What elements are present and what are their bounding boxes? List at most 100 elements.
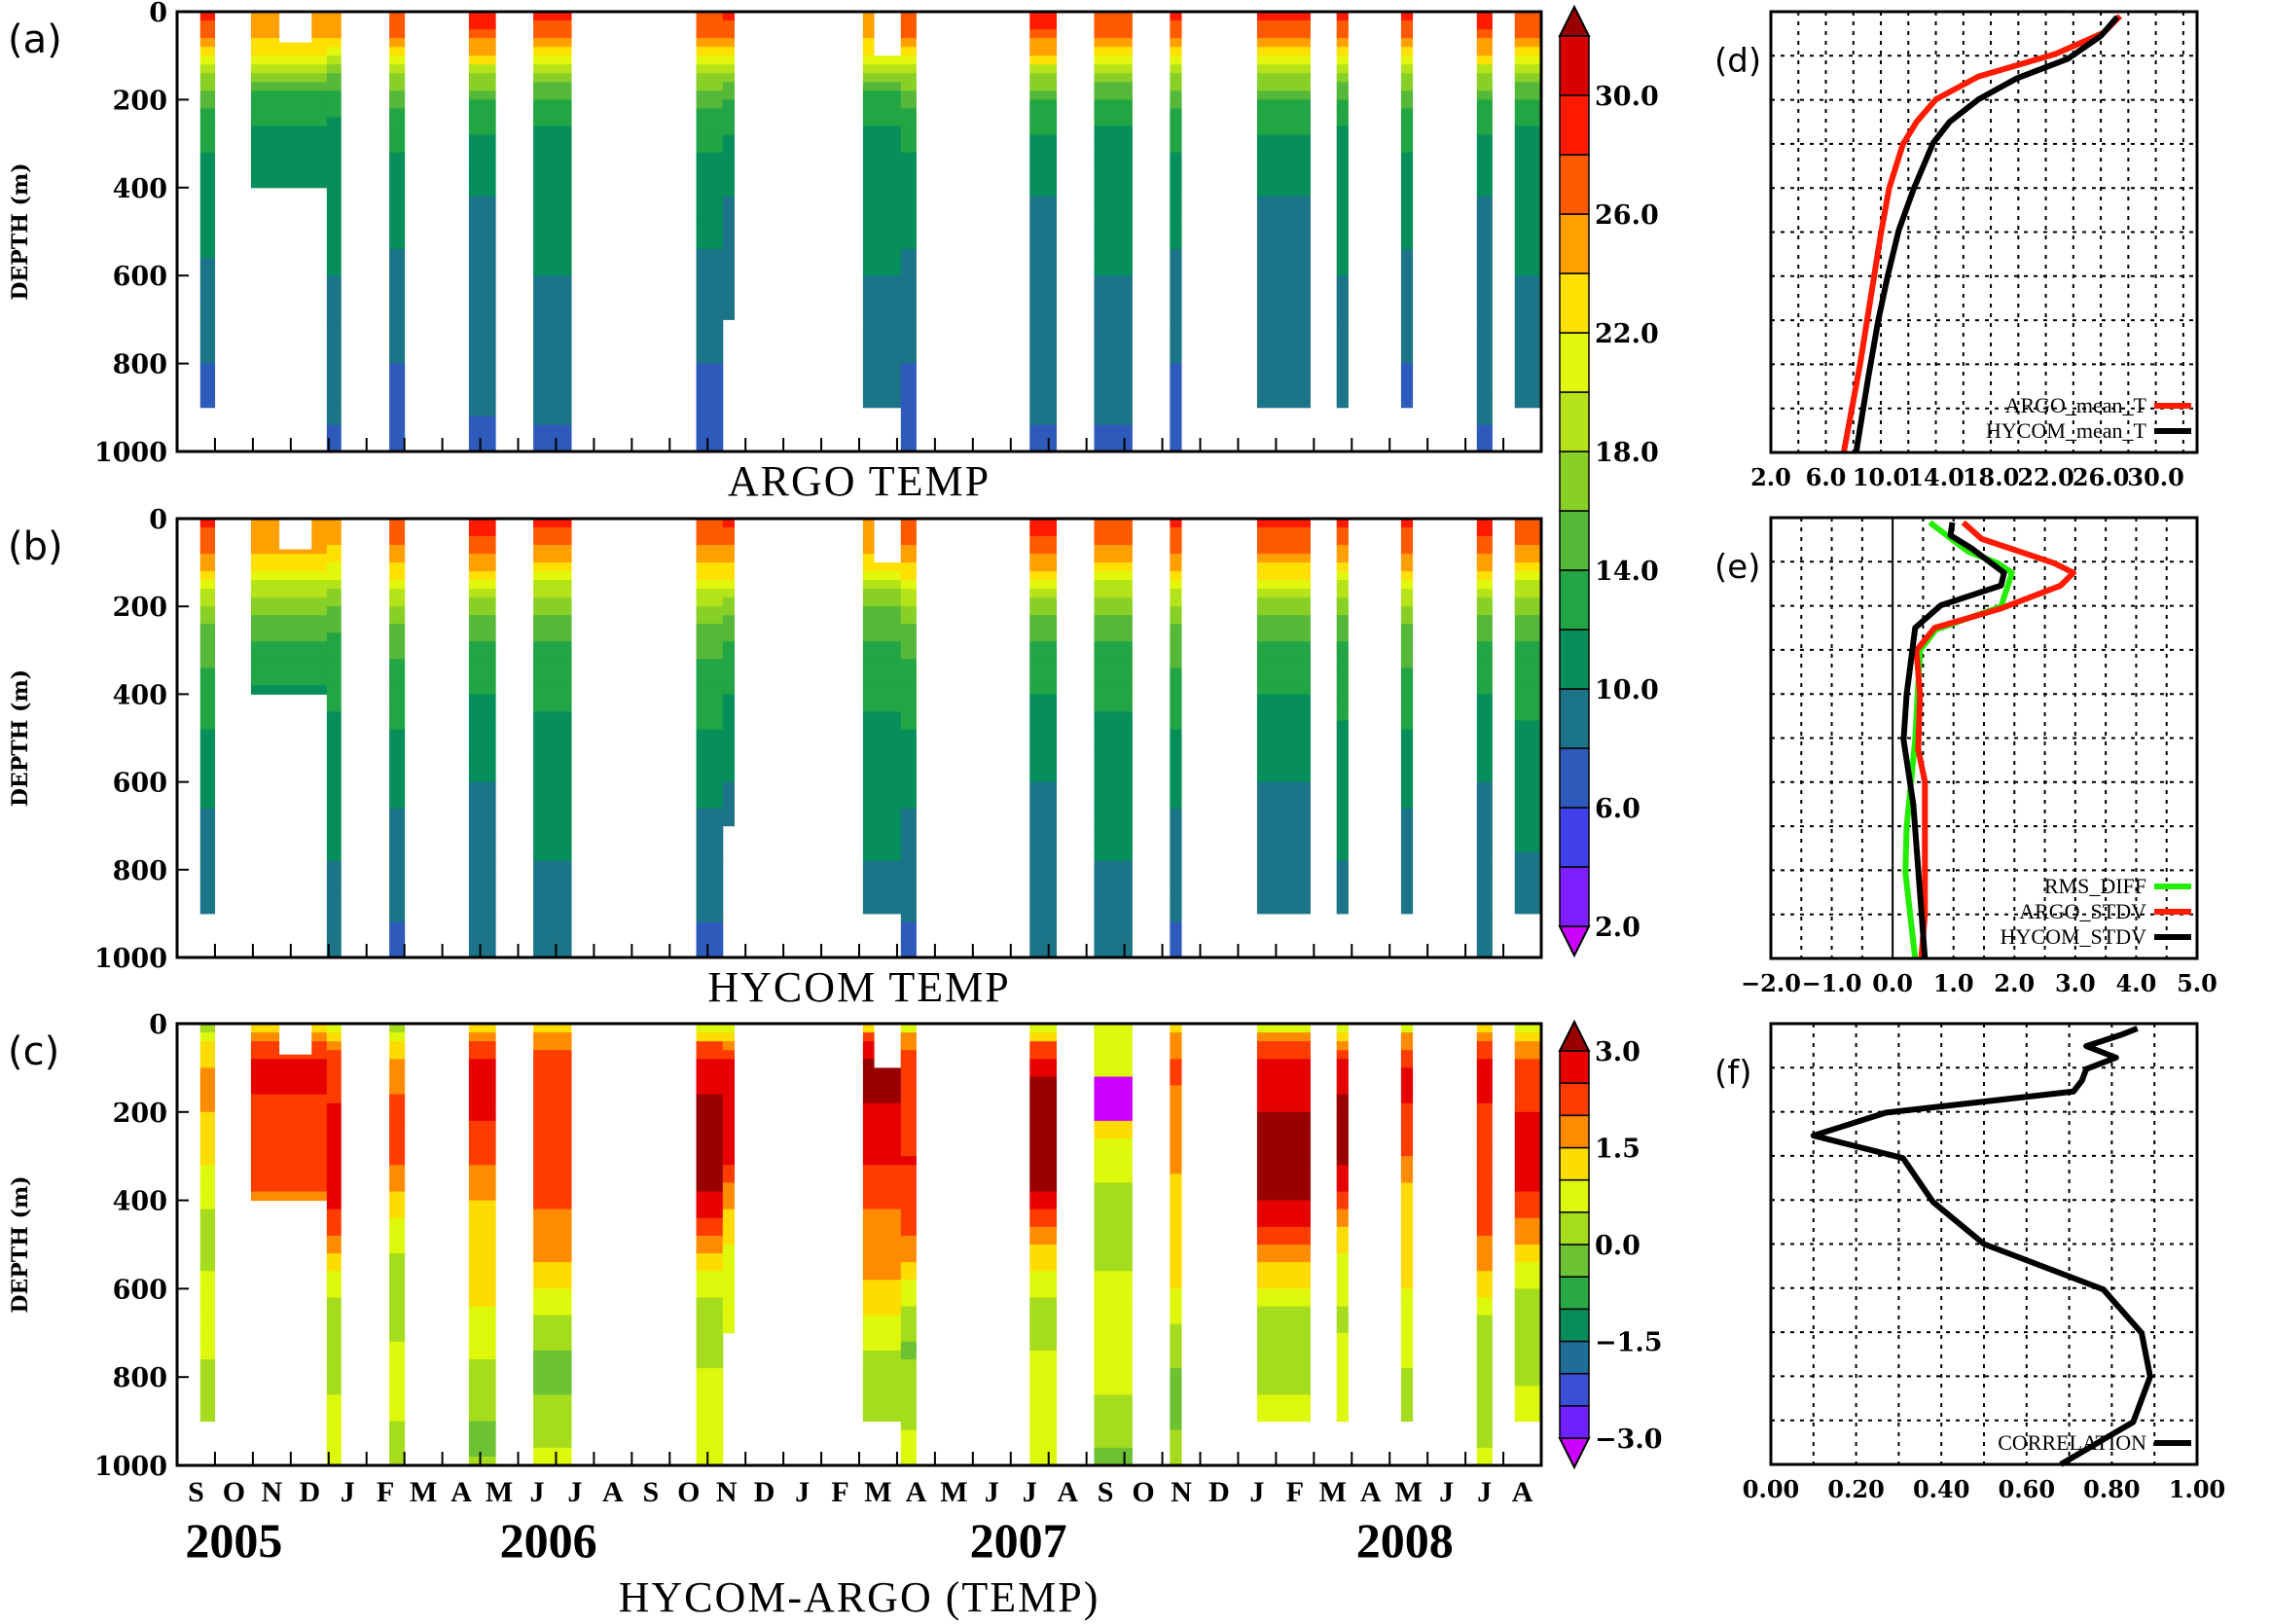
contour-cell — [533, 55, 572, 65]
contour-cell — [1094, 624, 1133, 633]
contour-cell — [533, 781, 572, 792]
contour-cell — [696, 267, 724, 276]
contour-cell — [1029, 1120, 1058, 1131]
contour-cell — [722, 799, 735, 810]
contour-cell — [468, 319, 496, 329]
contour-cell — [1476, 773, 1493, 783]
contour-cell — [696, 345, 724, 356]
contour-cell — [1029, 597, 1058, 607]
contour-cell — [900, 213, 917, 224]
contour-cell — [533, 240, 572, 250]
contour-cell — [533, 433, 572, 444]
contour-cell — [1170, 1253, 1182, 1263]
contour-cell — [468, 878, 496, 888]
contour-cell — [468, 161, 496, 171]
profile-column — [199, 519, 216, 915]
contour-cell — [1256, 650, 1311, 660]
contour-cell — [1400, 310, 1414, 320]
contour-cell — [1514, 1067, 1542, 1077]
contour-cell — [389, 939, 406, 950]
contour-cell — [696, 1456, 724, 1466]
contour-cell — [1170, 1059, 1182, 1068]
contour-cell — [468, 1323, 496, 1334]
contour-cell — [1256, 354, 1311, 365]
contour-cell — [1170, 580, 1182, 590]
contour-cell — [199, 284, 216, 294]
contour-cell — [1029, 143, 1058, 154]
contour-cell — [1029, 1182, 1058, 1193]
contour-cell — [326, 1341, 342, 1352]
contour-cell — [389, 232, 406, 241]
contour-cell — [696, 1138, 724, 1148]
contour-cell — [468, 169, 496, 180]
contour-cell — [326, 685, 342, 695]
contour-cell — [468, 267, 496, 276]
contour-cell — [862, 240, 902, 250]
contour-cell — [862, 161, 902, 171]
contour-cell — [696, 328, 724, 338]
contour-cell — [199, 1288, 216, 1298]
contour-cell — [250, 64, 328, 74]
profile-column — [533, 1024, 572, 1466]
contour-cell — [1400, 1377, 1414, 1387]
contour-cell — [1094, 536, 1133, 546]
profile-column — [1256, 12, 1311, 409]
contour-cell — [1514, 650, 1542, 660]
contour-cell — [326, 746, 342, 757]
contour-cell — [900, 746, 917, 757]
contour-cell — [533, 1059, 572, 1068]
contour-cell — [389, 703, 406, 712]
contour-cell — [696, 720, 724, 730]
contour-cell — [326, 310, 342, 320]
contour-cell — [1094, 328, 1133, 338]
contour-cell — [1170, 536, 1182, 546]
contour-cell — [1256, 825, 1311, 836]
contour-cell — [468, 1253, 496, 1263]
contour-cell — [1476, 711, 1493, 721]
contour-cell — [533, 1191, 572, 1202]
contour-cell — [1336, 284, 1349, 294]
contour-cell — [1336, 1341, 1349, 1352]
contour-cell — [199, 773, 216, 783]
contour-cell — [1256, 545, 1311, 555]
contour-cell — [389, 930, 406, 941]
contour-cell — [1514, 676, 1542, 686]
contour-cell — [862, 1350, 902, 1360]
contour-cell — [722, 47, 735, 56]
contour-cell — [1094, 1403, 1133, 1414]
contour-cell — [1336, 580, 1349, 590]
contour-cell — [696, 694, 724, 704]
contour-cell — [1336, 1235, 1349, 1245]
contour-cell — [862, 632, 902, 642]
contour-cell — [1400, 1288, 1414, 1298]
contour-cell — [199, 1209, 216, 1219]
contour-cell — [326, 571, 342, 581]
contour-cell — [533, 562, 572, 572]
contour-cell — [1476, 55, 1493, 65]
contour-cell — [722, 310, 735, 320]
contour-cell — [1256, 389, 1311, 400]
contour-cell — [468, 108, 496, 118]
contour-cell — [389, 363, 406, 374]
contour-cell — [1400, 659, 1414, 668]
contour-cell — [389, 615, 406, 625]
contour-cell — [1170, 764, 1182, 775]
contour-cell — [533, 407, 572, 417]
contour-cell — [696, 1191, 724, 1202]
contour-cell — [1256, 1412, 1311, 1423]
month-label: M — [1395, 1476, 1423, 1508]
contour-cell — [1094, 1173, 1133, 1183]
month-label: J — [529, 1476, 544, 1508]
contour-cell — [696, 554, 724, 563]
x-tick-label: 30.0 — [2127, 463, 2183, 491]
contour-cell — [389, 843, 406, 853]
contour-cell — [1029, 790, 1058, 801]
year-label: 2006 — [500, 1513, 597, 1568]
contour-cell — [1476, 90, 1493, 100]
contour-cell — [326, 433, 342, 444]
contour-cell — [250, 1067, 328, 1077]
contour-cell — [1336, 169, 1349, 180]
contour-cell — [389, 921, 406, 932]
contour-cell — [1094, 554, 1133, 563]
contour-cell — [1476, 580, 1493, 590]
